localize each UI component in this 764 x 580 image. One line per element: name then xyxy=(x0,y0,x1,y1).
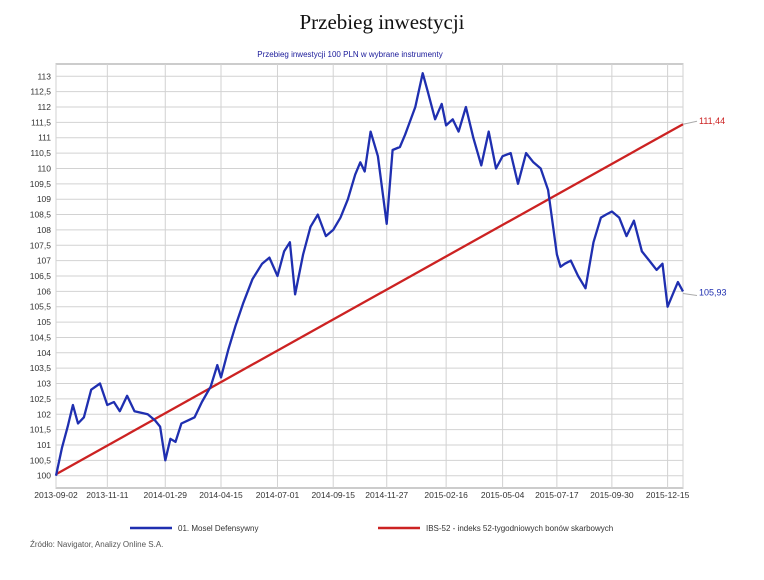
series-line-mosel-defensywny xyxy=(54,72,685,476)
series-lines xyxy=(54,72,685,476)
y-tick-label: 103,5 xyxy=(30,363,52,373)
x-tick-label: 2015-07-17 xyxy=(535,490,579,500)
page-title: Przebieg inwestycji xyxy=(299,10,465,34)
y-tick-label: 112 xyxy=(37,102,51,112)
x-tick-label: 2015-02-16 xyxy=(424,490,468,500)
x-tick-label: 2014-09-15 xyxy=(311,490,355,500)
y-tick-label: 107,5 xyxy=(30,240,52,250)
y-tick-label: 104,5 xyxy=(30,332,52,342)
y-tick-label: 108 xyxy=(37,225,51,235)
series-end-label: 105,93 xyxy=(699,288,727,298)
legend: 01. Mosel Defensywny IBS-52 - indeks 52-t… xyxy=(130,524,613,533)
y-tick-label: 105 xyxy=(37,317,51,327)
y-tick-label: 100,5 xyxy=(30,455,52,465)
y-tick-label: 102,5 xyxy=(30,394,52,404)
y-tick-label: 111 xyxy=(38,133,51,143)
x-tick-label: 2015-09-30 xyxy=(590,490,634,500)
y-tick-label: 112,5 xyxy=(30,87,51,97)
series-line-ibs52 xyxy=(55,123,684,476)
y-tick-label: 109 xyxy=(37,194,51,204)
y-tick-label: 110,5 xyxy=(30,148,51,158)
chart-subtitle: Przebieg inwestycji 100 PLN w wybrane in… xyxy=(257,50,442,59)
y-tick-label: 101 xyxy=(37,440,51,450)
y-tick-label: 105,5 xyxy=(30,302,52,312)
y-tick-label: 106,5 xyxy=(30,271,52,281)
legend-label: IBS-52 - indeks 52-tygodniowych bonów sk… xyxy=(426,524,613,533)
y-tick-label: 102 xyxy=(37,409,51,419)
x-tick-label: 2014-11-27 xyxy=(365,490,408,500)
y-tick-label: 100 xyxy=(37,471,51,481)
x-tick-label: 2014-04-15 xyxy=(199,490,243,500)
x-tick-label: 2014-01-29 xyxy=(144,490,188,500)
y-tick-label: 113 xyxy=(37,71,51,81)
x-tick-label: 2013-11-11 xyxy=(86,490,128,500)
y-tick-label: 103 xyxy=(37,379,51,389)
source-note: Źródło: Navigator, Analizy Online S.A. xyxy=(30,540,163,549)
legend-label: 01. Mosel Defensywny xyxy=(178,524,258,533)
series-end-labels: 111,44 105,93 xyxy=(682,116,727,298)
y-axis-tick-labels: 100 100,5 101 101,5 102 102,5 103 103,5 104 104,5… xyxy=(30,71,52,480)
y-tick-label: 111,5 xyxy=(31,117,51,127)
y-tick-label: 109,5 xyxy=(30,179,52,189)
y-tick-label: 107 xyxy=(37,256,51,266)
end-label-leader xyxy=(682,120,698,125)
series-end-label: 111,44 xyxy=(699,116,725,126)
x-tick-label: 2015-05-04 xyxy=(481,490,525,500)
y-tick-label: 104 xyxy=(37,348,51,358)
y-tick-label: 110 xyxy=(37,163,51,173)
x-axis-tick-labels: 2013-09-02 2013-11-11 2014-01-29 2014-04-15… xyxy=(34,490,689,500)
x-tick-label: 2015-12-15 xyxy=(646,490,690,500)
x-tick-label: 2013-09-02 xyxy=(34,490,78,500)
end-label-leader xyxy=(682,293,698,297)
y-tick-label: 108,5 xyxy=(30,210,52,220)
y-tick-label: 106 xyxy=(37,286,51,296)
y-tick-label: 101,5 xyxy=(30,425,52,435)
x-tick-label: 2014-07-01 xyxy=(256,490,300,500)
